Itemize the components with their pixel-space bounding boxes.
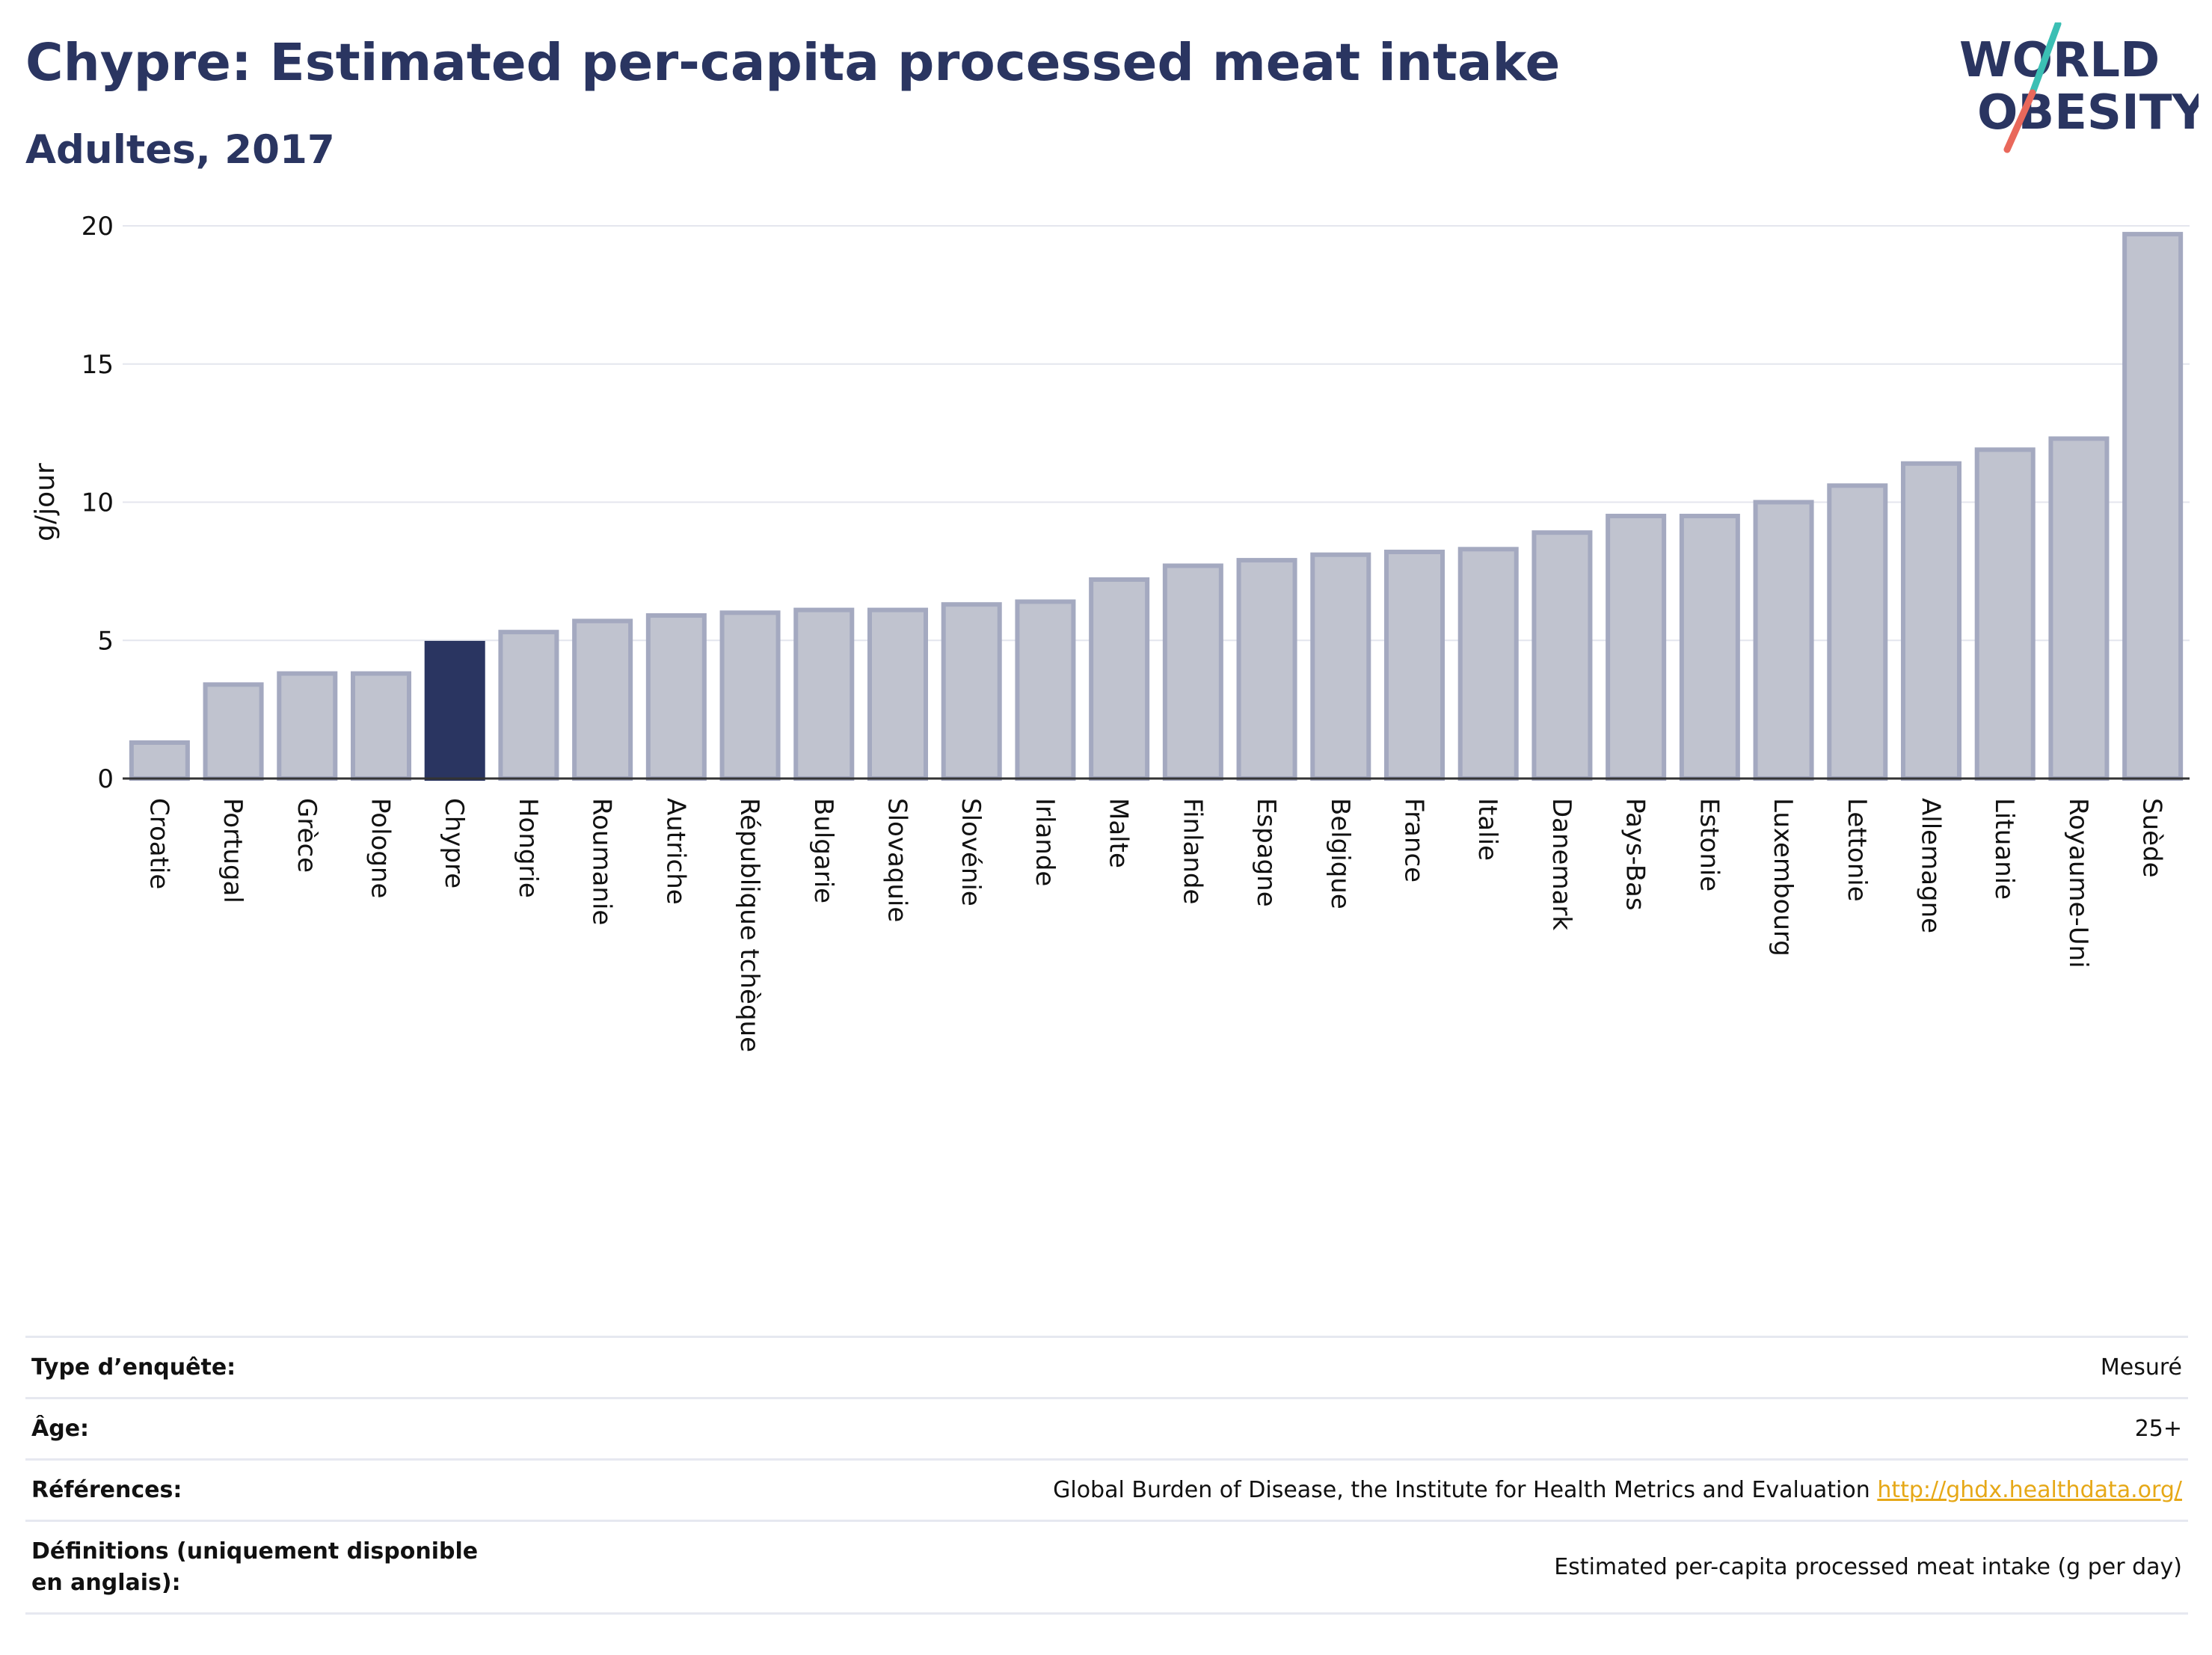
logo-slash-bottom	[2003, 89, 2036, 153]
bars	[129, 232, 2184, 782]
y-tick-label: 0	[97, 764, 114, 794]
bar-lettonie	[1827, 483, 1888, 782]
x-tick-label: Italie	[1472, 798, 1502, 861]
bar-grèce	[277, 671, 338, 782]
x-tick-label: Lettonie	[1842, 798, 1872, 902]
definitions-value: Estimated per-capita processed meat inta…	[516, 1520, 2188, 1615]
x-tick-label: Bulgarie	[808, 798, 838, 903]
bar-pays-bas	[1606, 513, 1667, 781]
references-value: Global Burden of Disease, the Institute …	[516, 1458, 2188, 1521]
bar-hongrie	[498, 630, 559, 781]
x-tick-label: Chypre	[439, 798, 469, 888]
x-tick-label: Danemark	[1546, 798, 1576, 930]
references-label: Références:	[25, 1458, 516, 1521]
bar-finlande	[1162, 563, 1223, 781]
info-table: Type d’enquête: Mesuré Âge: 25+ Référenc…	[25, 1336, 2188, 1615]
survey-type-label: Type d’enquête:	[25, 1336, 516, 1398]
info-row-age: Âge: 25+	[25, 1397, 2188, 1460]
x-tick-label: Luxembourg	[1768, 798, 1798, 957]
bar-lituanie	[1974, 447, 2036, 781]
bar-roumanie	[572, 618, 633, 782]
x-tick-label: Royaume-Uni	[2063, 798, 2093, 968]
x-tick-label: Lituanie	[1989, 798, 2019, 900]
x-tick-label: Finlande	[1177, 798, 1207, 904]
x-tick-labels: Croatie Portugal Grèce Pologne Chypre Hongrie…	[144, 798, 2166, 1052]
x-tick-label: France	[1399, 798, 1429, 882]
world-obesity-logo: WORLD OBESITY	[1959, 22, 2199, 153]
x-tick-label: Allemagne	[1916, 798, 1946, 933]
x-tick-label: Grèce	[292, 798, 322, 873]
bar-royaume-uni	[2048, 436, 2110, 781]
bar-suède	[2122, 232, 2184, 781]
info-row-survey: Type d’enquête: Mesuré	[25, 1336, 2188, 1398]
chart-title: Chypre: Estimated per-capita processed m…	[25, 33, 1561, 93]
info-row-references: Références: Global Burden of Disease, th…	[25, 1458, 2188, 1521]
y-tick-label: 10	[82, 488, 114, 518]
bar-slovaquie	[867, 607, 929, 781]
x-tick-label: Espagne	[1251, 798, 1281, 907]
bar-république-tchèque	[719, 610, 781, 781]
x-tick-label: Croatie	[144, 798, 173, 889]
x-tick-label: Hongrie	[513, 798, 543, 898]
bar-allemagne	[1900, 461, 1962, 782]
bar-irlande	[1015, 599, 1076, 782]
x-tick-label: Slovénie	[956, 798, 986, 906]
y-tick-label: 5	[97, 626, 114, 656]
x-tick-label: Suède	[2137, 798, 2167, 878]
bar-chypre	[424, 640, 485, 781]
bar-malte	[1089, 577, 1150, 782]
bar-belgique	[1310, 552, 1371, 782]
bar-italie	[1457, 547, 1519, 781]
bar-bulgarie	[793, 607, 855, 781]
bar-france	[1383, 550, 1446, 781]
info-row-definitions: Définitions (uniquement disponible en an…	[25, 1520, 2188, 1615]
x-tick-label: Pologne	[366, 798, 396, 898]
survey-type-value: Mesuré	[516, 1336, 2188, 1398]
y-tick-label: 20	[82, 212, 114, 242]
bar-luxembourg	[1753, 500, 1814, 781]
bar-croatie	[129, 740, 190, 782]
x-tick-label: République tchèque	[734, 798, 764, 1052]
references-text: Global Burden of Disease, the Institute …	[1053, 1477, 1870, 1503]
y-tick-labels: 0 5 10 15 20	[82, 212, 114, 794]
bar-estonie	[1679, 513, 1740, 781]
logo-word-world: WORLD	[1959, 33, 2160, 88]
x-tick-label: Irlande	[1030, 798, 1060, 886]
x-tick-label: Slovaquie	[882, 798, 912, 922]
definitions-label: Définitions (uniquement disponible en an…	[25, 1520, 516, 1615]
bar-slovénie	[941, 602, 1002, 782]
age-value: 25+	[516, 1397, 2188, 1460]
x-tick-label: Roumanie	[587, 798, 617, 925]
x-tick-label: Belgique	[1325, 798, 1355, 909]
y-tick-label: 15	[82, 350, 114, 380]
bar-autriche	[645, 612, 707, 781]
x-tick-label: Estonie	[1694, 798, 1724, 891]
x-tick-label: Portugal	[218, 798, 248, 903]
bar-portugal	[203, 682, 264, 781]
logo-slash-top	[2029, 22, 2062, 96]
bar-chart: 0 5 10 15 20 Croatie Portugal Grèce Pologne Chyp…	[30, 212, 2190, 1052]
y-axis-title: g/jour	[30, 463, 61, 541]
age-label: Âge:	[25, 1397, 516, 1460]
chart-subtitle: Adultes, 2017	[25, 127, 335, 173]
x-tick-label: Malte	[1104, 798, 1134, 868]
bar-pologne	[350, 671, 412, 782]
x-tick-label: Autriche	[660, 798, 690, 905]
bar-espagne	[1236, 558, 1297, 781]
bar-danemark	[1531, 530, 1593, 782]
x-tick-label: Pays-Bas	[1620, 798, 1650, 911]
references-link[interactable]: http://ghdx.healthdata.org/	[1877, 1477, 2182, 1503]
